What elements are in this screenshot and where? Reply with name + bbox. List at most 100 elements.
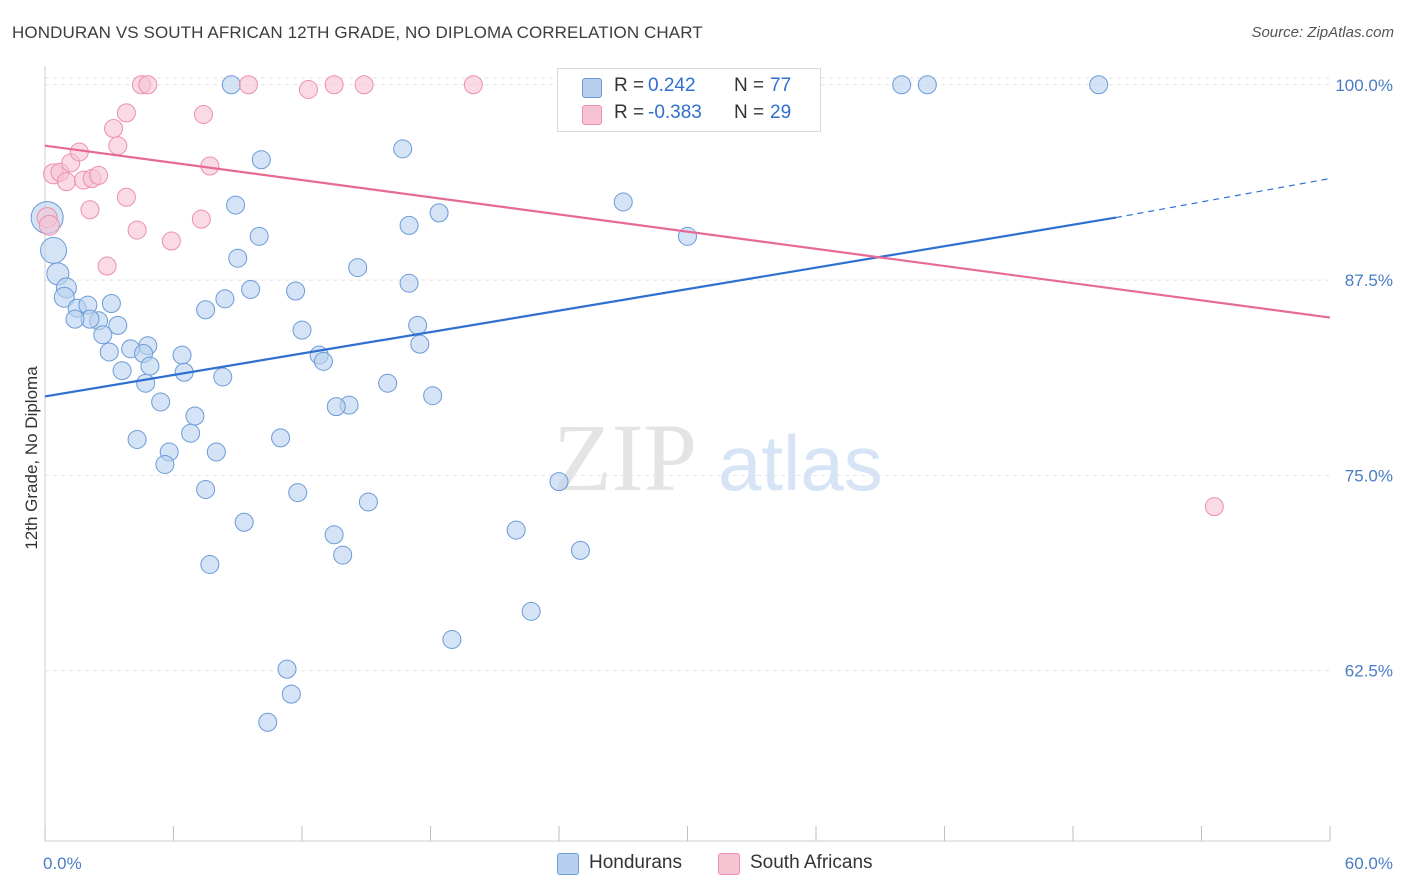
legend-n-label: N =: [734, 75, 765, 96]
honduran-point: [410, 334, 430, 354]
legend-n-value: 77: [770, 75, 792, 96]
south-african-point: [97, 256, 117, 276]
honduran-point: [155, 454, 175, 474]
honduran-point: [892, 75, 912, 95]
legend-r-label: R =: [614, 75, 645, 96]
honduran-point: [348, 258, 368, 278]
honduran-point: [393, 139, 413, 159]
bottom-legend-label: South Africans: [750, 852, 873, 873]
honduran-point: [206, 442, 226, 462]
series-hondurans-points: [30, 75, 1109, 732]
tick-labels: 62.5% 75.0% 87.5% 100.0% 0.0% 60.0%: [43, 76, 1393, 873]
x-tick-label-max: 60.0%: [1345, 854, 1393, 873]
series-south-africans-points: [36, 75, 1224, 517]
honduran-point: [570, 540, 590, 560]
honduran-point: [251, 150, 271, 170]
south-african-point: [298, 79, 318, 99]
south-african-point: [80, 200, 100, 220]
honduran-point: [93, 325, 113, 345]
bottom-legend-swatch-blue: [557, 853, 579, 875]
honduran-point: [136, 373, 156, 393]
south-african-point: [238, 75, 258, 95]
honduran-point: [196, 479, 216, 499]
honduran-point: [506, 520, 526, 540]
honduran-point: [408, 315, 428, 335]
honduran-point: [292, 320, 312, 340]
honduran-point: [277, 659, 297, 679]
honduran-point: [333, 545, 353, 565]
honduran-point: [200, 554, 220, 574]
trend-lines: [44, 144, 1331, 398]
south-african-trend-line: [44, 144, 1331, 319]
honduran-point: [196, 300, 216, 320]
south-african-point: [38, 214, 60, 236]
honduran-point: [378, 373, 398, 393]
honduran-point: [326, 397, 346, 417]
honduran-point: [549, 472, 569, 492]
honduran-trend-extension: [1115, 177, 1331, 219]
honduran-point: [140, 356, 160, 376]
honduran-point: [249, 226, 269, 246]
legend-r-label: R =: [614, 102, 645, 123]
honduran-point: [213, 367, 233, 387]
honduran-point: [521, 601, 541, 621]
y-axis-label: 12th Grade, No Diploma: [22, 366, 41, 550]
x-tick-label-min: 0.0%: [43, 854, 82, 873]
south-african-point: [463, 75, 483, 95]
honduran-trend-line: [44, 216, 1117, 398]
y-tick-label: 100.0%: [1335, 76, 1393, 95]
watermark-atlas: atlas: [718, 419, 883, 507]
honduran-point: [613, 192, 633, 212]
honduran-point: [288, 483, 308, 503]
honduran-point: [151, 392, 171, 412]
honduran-point: [241, 279, 261, 299]
honduran-point: [358, 492, 378, 512]
honduran-point: [185, 406, 205, 426]
honduran-point: [442, 629, 462, 649]
honduran-point: [423, 386, 443, 406]
honduran-point: [181, 423, 201, 443]
honduran-point: [53, 286, 75, 308]
honduran-point: [429, 203, 449, 223]
south-african-point: [104, 119, 124, 138]
south-african-point: [354, 75, 374, 95]
honduran-point: [399, 273, 419, 293]
honduran-point: [215, 289, 235, 309]
watermark: ZIP atlas: [553, 404, 883, 511]
south-african-point: [89, 165, 109, 185]
legend-n-value: 29: [770, 102, 792, 123]
honduran-point: [226, 195, 246, 215]
honduran-point: [172, 345, 192, 365]
honduran-point: [127, 429, 147, 449]
y-tick-label: 75.0%: [1345, 466, 1393, 485]
south-african-point: [191, 209, 211, 229]
watermark-zip: ZIP: [553, 404, 697, 511]
honduran-point: [65, 309, 85, 329]
honduran-point: [221, 75, 241, 95]
axes: [44, 66, 1331, 842]
stats-legend: R = 0.242 N = 77 R = -0.383 N = 29: [557, 68, 821, 132]
honduran-point: [271, 428, 291, 448]
y-tick-label: 87.5%: [1345, 271, 1393, 290]
honduran-point: [324, 525, 344, 545]
legend-swatch-pink: [582, 105, 602, 125]
honduran-point: [917, 75, 937, 95]
south-african-point: [161, 231, 181, 251]
south-african-point: [127, 220, 147, 240]
chart-title: HONDURAN VS SOUTH AFRICAN 12TH GRADE, NO…: [12, 23, 703, 42]
honduran-point: [281, 684, 301, 704]
grid-lines: [45, 77, 1330, 672]
honduran-point: [286, 281, 306, 301]
legend-r-value: 0.242: [648, 75, 696, 96]
honduran-point: [1089, 75, 1109, 95]
legend-n-label: N =: [734, 102, 765, 123]
south-african-point: [116, 103, 136, 123]
south-african-point: [324, 75, 344, 95]
legend-swatch-blue: [582, 78, 602, 98]
honduran-point: [228, 248, 248, 268]
honduran-point: [108, 315, 128, 335]
south-african-point: [116, 187, 136, 207]
bottom-legend-swatch-pink: [718, 853, 740, 875]
south-african-point: [108, 136, 128, 156]
